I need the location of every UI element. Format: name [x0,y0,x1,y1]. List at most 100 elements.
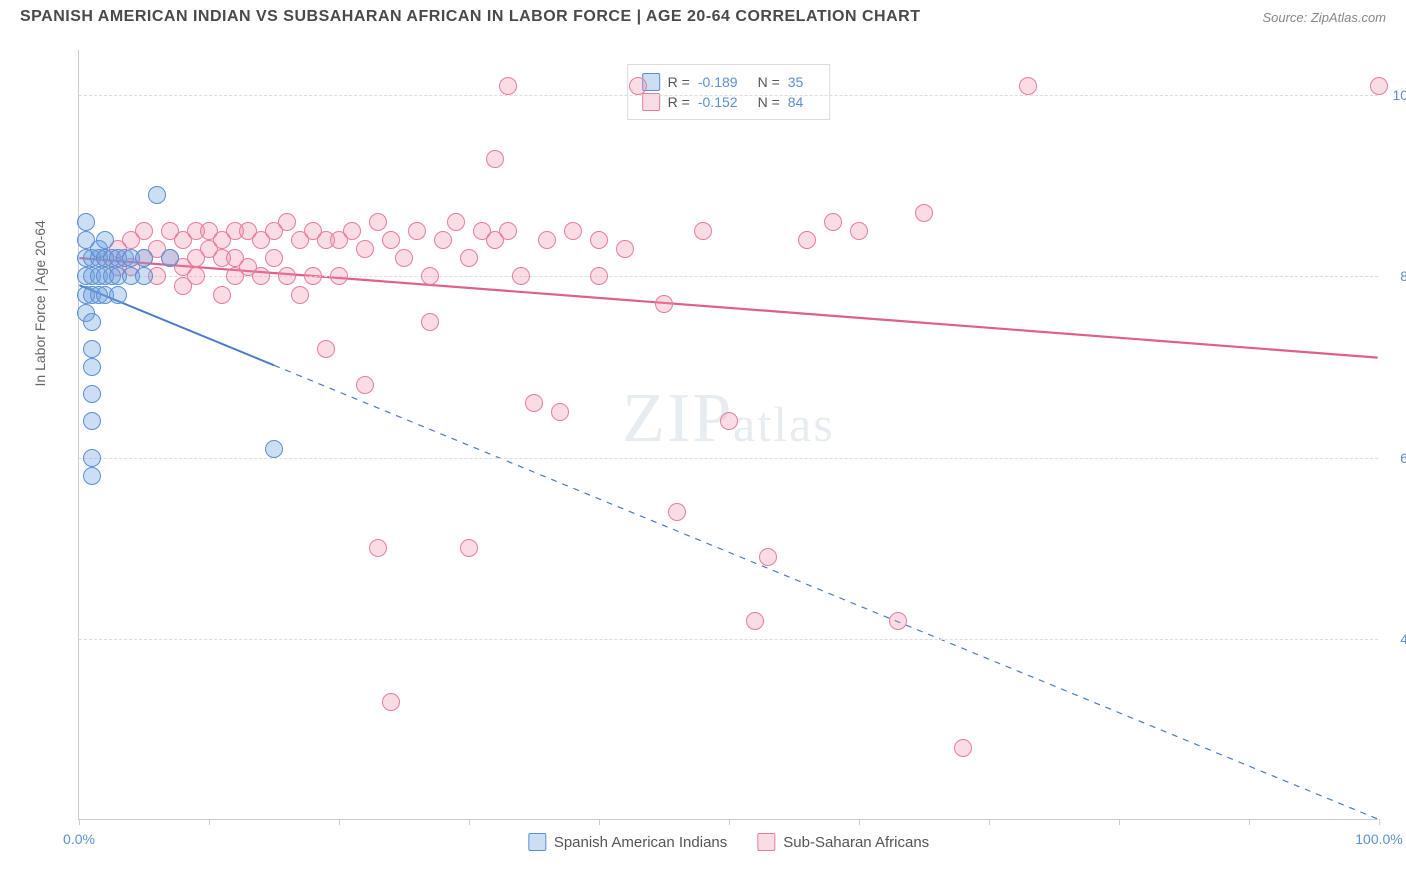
data-point-pink [850,222,868,240]
x-tick [1119,819,1120,825]
trendlines-svg [79,50,1378,819]
r-value-pink: -0.152 [698,94,738,110]
data-point-pink [460,249,478,267]
data-point-pink [317,340,335,358]
x-tick [989,819,990,825]
data-point-pink [187,267,205,285]
data-point-blue [96,231,114,249]
y-tick-label: 40.0% [1400,631,1406,647]
data-point-pink [590,267,608,285]
x-tick-label: 0.0% [63,831,95,847]
x-tick [729,819,730,825]
data-point-pink [408,222,426,240]
data-point-pink [330,267,348,285]
r-label: R = [668,74,690,90]
r-value-blue: -0.189 [698,74,738,90]
data-point-blue [135,267,153,285]
correlation-legend: R = -0.189 N = 35 R = -0.152 N = 84 [627,64,831,120]
n-value-blue: 35 [788,74,804,90]
data-point-pink [954,739,972,757]
n-label: N = [758,94,780,110]
data-point-pink [798,231,816,249]
data-point-blue [83,412,101,430]
data-point-pink [278,267,296,285]
gridline [79,276,1378,277]
data-point-pink [525,394,543,412]
data-point-pink [824,213,842,231]
data-point-pink [655,295,673,313]
data-point-pink [278,213,296,231]
data-point-blue [83,340,101,358]
data-point-pink [499,77,517,95]
data-point-pink [356,240,374,258]
data-point-blue [265,440,283,458]
data-point-pink [746,612,764,630]
data-point-pink [538,231,556,249]
series-legend: Spanish American Indians Sub-Saharan Afr… [528,833,929,851]
x-tick [599,819,600,825]
x-tick [1379,819,1380,825]
data-point-pink [551,403,569,421]
chart-container: In Labor Force | Age 20-64 ZIPatlas R = … [50,40,1390,850]
data-point-blue [109,286,127,304]
data-point-pink [369,539,387,557]
data-point-pink [382,693,400,711]
plot-area: ZIPatlas R = -0.189 N = 35 R = -0.152 N … [78,50,1378,820]
trend-line [79,258,1377,358]
data-point-pink [915,204,933,222]
n-label: N = [758,74,780,90]
x-tick [79,819,80,825]
data-point-pink [304,267,322,285]
data-point-blue [161,249,179,267]
legend-item-blue: Spanish American Indians [528,833,727,851]
n-value-pink: 84 [788,94,804,110]
legend-label-blue: Spanish American Indians [554,834,727,851]
data-point-blue [83,313,101,331]
data-point-pink [434,231,452,249]
data-point-blue [148,186,166,204]
gridline [79,95,1378,96]
data-point-pink [395,249,413,267]
data-point-pink [720,412,738,430]
r-label: R = [668,94,690,110]
gridline [79,458,1378,459]
y-tick-label: 100.0% [1393,87,1406,103]
x-tick [209,819,210,825]
data-point-pink [291,286,309,304]
x-tick [1249,819,1250,825]
data-point-pink [668,503,686,521]
data-point-pink [421,267,439,285]
data-point-pink [252,267,270,285]
data-point-pink [343,222,361,240]
data-point-pink [889,612,907,630]
data-point-pink [213,286,231,304]
data-point-blue [77,213,95,231]
data-point-pink [135,222,153,240]
data-point-pink [460,539,478,557]
x-tick [469,819,470,825]
data-point-pink [759,548,777,566]
data-point-pink [382,231,400,249]
data-point-blue [83,358,101,376]
data-point-pink [356,376,374,394]
data-point-pink [499,222,517,240]
data-point-blue [83,467,101,485]
data-point-pink [265,249,283,267]
data-point-blue [83,449,101,467]
x-tick [339,819,340,825]
data-point-pink [369,213,387,231]
data-point-blue [135,249,153,267]
x-tick-label: 100.0% [1355,831,1402,847]
x-tick [859,819,860,825]
data-point-pink [564,222,582,240]
data-point-pink [486,150,504,168]
y-axis-label: In Labor Force | Age 20-64 [32,220,48,386]
data-point-blue [83,385,101,403]
swatch-blue-icon [528,833,546,851]
y-tick-label: 80.0% [1400,268,1406,284]
swatch-pink-icon [757,833,775,851]
data-point-pink [616,240,634,258]
legend-label-pink: Sub-Saharan Africans [783,834,929,851]
gridline [79,639,1378,640]
data-point-pink [1370,77,1388,95]
